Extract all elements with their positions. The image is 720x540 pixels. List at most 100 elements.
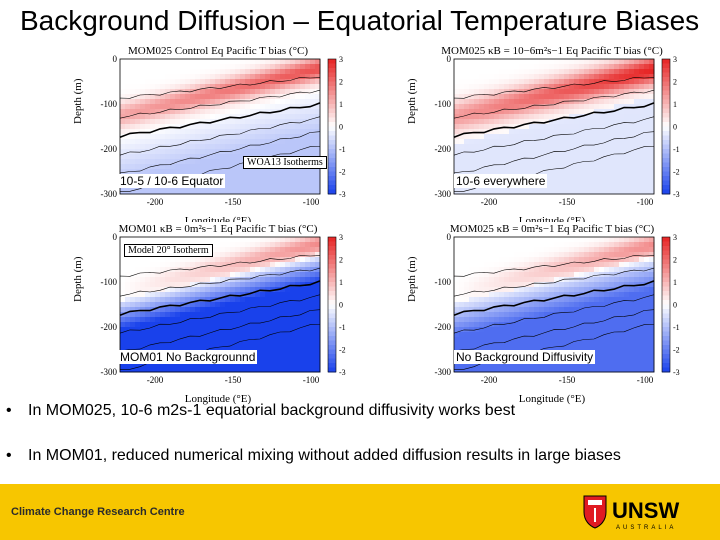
heatmap-cell: [160, 322, 166, 328]
heatmap-cell: [205, 292, 211, 298]
heatmap-cell: [240, 124, 246, 130]
heatmap-cell: [165, 307, 171, 313]
heatmap-cell: [200, 272, 206, 278]
heatmap-cell: [549, 282, 555, 288]
heatmap-cell: [265, 322, 271, 328]
heatmap-cell: [474, 124, 480, 130]
heatmap-cell: [629, 282, 635, 288]
heatmap-cell: [619, 174, 625, 180]
heatmap-cell: [499, 64, 505, 70]
colorbar-segment: [328, 126, 336, 132]
heatmap-cell: [235, 99, 241, 105]
heatmap-cell: [459, 277, 465, 283]
heatmap-cell: [265, 69, 271, 75]
heatmap-cell: [524, 302, 530, 308]
heatmap-cell: [479, 149, 485, 155]
heatmap-cell: [170, 164, 176, 170]
colorbar-segment: [662, 259, 670, 265]
heatmap-cell: [599, 74, 605, 80]
heatmap-cell: [454, 327, 460, 333]
heatmap-cell: [295, 347, 301, 353]
heatmap-cell: [230, 337, 236, 343]
heatmap-cell: [594, 332, 600, 338]
heatmap-cell: [245, 124, 251, 130]
heatmap-cell: [624, 292, 630, 298]
heatmap-cell: [589, 79, 595, 85]
colorbar-frame: [327, 236, 337, 373]
heatmap-cell: [649, 302, 655, 308]
heatmap-cell: [170, 347, 176, 353]
heatmap-cell: [255, 69, 261, 75]
heatmap-cell: [454, 277, 460, 283]
heatmap-cell: [639, 242, 645, 248]
heatmap-cell: [205, 164, 211, 170]
heatmap-cell: [180, 262, 186, 268]
heatmap-cell: [265, 302, 271, 308]
heatmap-cell: [245, 59, 251, 65]
heatmap-cell: [285, 139, 291, 145]
heatmap-cell: [504, 59, 510, 65]
heatmap-cell: [165, 292, 171, 298]
heatmap-cell: [604, 247, 610, 253]
heatmap-cell: [280, 307, 286, 313]
heatmap-cell: [250, 84, 256, 90]
heatmap-cell: [210, 114, 216, 120]
heatmap-cell: [145, 257, 151, 263]
heatmap-cell: [235, 69, 241, 75]
heatmap-cell: [549, 139, 555, 145]
heatmap-cell: [459, 144, 465, 150]
heatmap-cell: [190, 64, 196, 70]
heatmap-cell: [649, 357, 655, 363]
heatmap-cell: [310, 247, 316, 253]
heatmap-cell: [280, 134, 286, 140]
heatmap-cell: [220, 287, 226, 293]
heatmap-cell: [180, 149, 186, 155]
colorbar-segment: [328, 318, 336, 323]
heatmap-cell: [569, 99, 575, 105]
colorbar-segment: [662, 122, 670, 127]
heatmap-cell: [569, 237, 575, 243]
heatmap-cell: [644, 272, 650, 278]
heatmap-cell: [464, 242, 470, 248]
heatmap-cell: [559, 272, 565, 278]
heatmap-cell: [544, 277, 550, 283]
heatmap-cell: [245, 179, 251, 185]
heatmap-cell: [285, 312, 291, 318]
heatmap-cell: [175, 347, 181, 353]
heatmap-cell: [454, 124, 460, 130]
heatmap-cell: [135, 347, 141, 353]
heatmap-cell: [534, 139, 540, 145]
heatmap-cell: [310, 184, 316, 190]
heatmap-cell: [160, 317, 166, 323]
heatmap-cell: [474, 144, 480, 150]
heatmap-cell: [634, 342, 640, 348]
heatmap-cell: [200, 347, 206, 353]
heatmap-cell: [629, 252, 635, 258]
heatmap-cell: [145, 89, 151, 95]
heatmap-cell: [519, 242, 525, 248]
heatmap-cell: [544, 89, 550, 95]
heatmap-cell: [634, 347, 640, 353]
heatmap-cell: [549, 347, 555, 353]
heatmap-cell: [290, 297, 296, 303]
heatmap-cell: [170, 99, 176, 105]
heatmap-cell: [614, 357, 620, 363]
heatmap-cell: [574, 307, 580, 313]
heatmap-cell: [544, 134, 550, 140]
heatmap-cell: [589, 292, 595, 298]
heatmap-cell: [165, 237, 171, 243]
heatmap-cell: [639, 164, 645, 170]
heatmap-cell: [300, 134, 306, 140]
heatmap-cell: [529, 322, 535, 328]
heatmap-cell: [594, 134, 600, 140]
heatmap-cell: [519, 159, 525, 165]
colorbar-tick-label: -1: [339, 145, 346, 154]
heatmap-cell: [150, 169, 156, 175]
heatmap-cell: [504, 99, 510, 105]
heatmap-cell: [180, 292, 186, 298]
heatmap-cell: [564, 119, 570, 125]
x-tick-label: -150: [225, 197, 242, 207]
heatmap-cell: [564, 84, 570, 90]
heatmap-cell: [245, 277, 251, 283]
heatmap-cell: [589, 109, 595, 115]
